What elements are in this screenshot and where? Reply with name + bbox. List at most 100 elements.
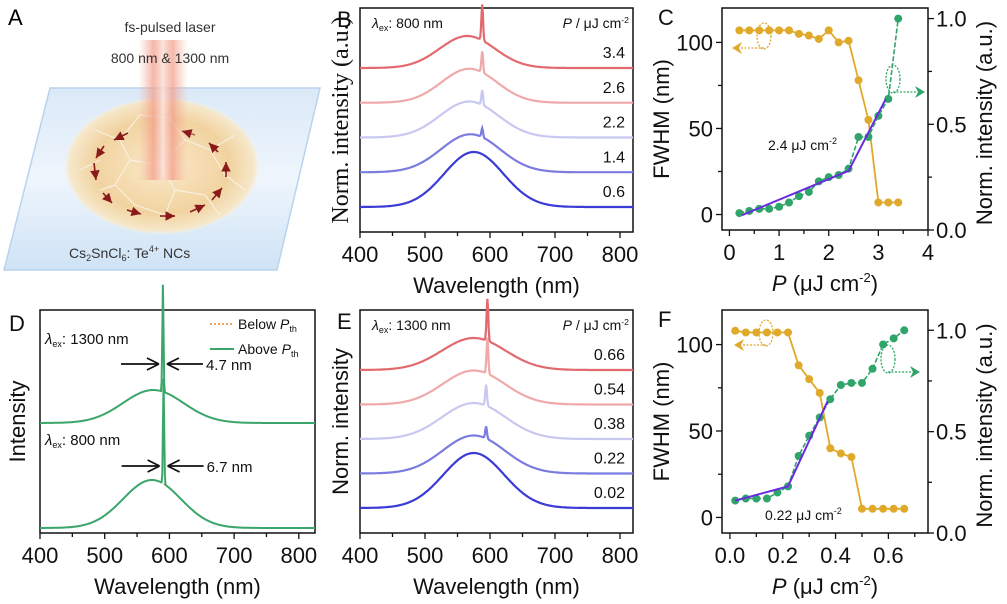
arrow-icon	[211, 187, 223, 201]
fwhm-axis-ellipse	[758, 319, 774, 347]
arrow-right-head-icon	[166, 357, 180, 371]
threshold-annotation: 2.4 μJ cm-2	[768, 136, 837, 153]
arrow-left-icon	[732, 42, 742, 54]
spectrum-2.2	[360, 89, 633, 139]
panel-a: A fs-pulsed laser	[3, 5, 321, 271]
rotation-arrows	[90, 129, 231, 221]
y-axis-label: Norm. intensity	[328, 348, 353, 495]
spectrum-1.4	[360, 124, 633, 174]
spectrum-0.54	[360, 337, 633, 406]
fwhm-point	[894, 198, 903, 207]
fwhm-point	[879, 504, 888, 513]
legend-title: P / μJ cm-2	[563, 317, 630, 333]
x-tick-label: 0.4	[820, 543, 851, 568]
legend-below: Below Pth	[238, 316, 297, 334]
fwhm-point	[805, 375, 814, 384]
series-label: 0.6	[603, 184, 625, 201]
intensity-point	[847, 378, 856, 387]
intensity-axis-ellipse	[885, 64, 901, 94]
intensity-point	[794, 192, 803, 201]
panel-label-a: A	[8, 5, 23, 30]
intensity-point	[900, 326, 909, 335]
fwhm-point	[752, 328, 761, 337]
y-right-tick-label: 1.0	[936, 318, 967, 343]
y-left-axis-label: FWHM (nm)	[649, 362, 674, 482]
x-axis-label: Wavelength (nm)	[413, 574, 580, 599]
intensity-point	[857, 378, 866, 387]
below-threshold-curve	[40, 479, 315, 529]
y-right-tick-label: 0.5	[936, 112, 967, 137]
spectrum-0.22	[360, 426, 633, 475]
linewidth-label: 6.7 nm	[207, 459, 253, 476]
fwhm-point	[794, 361, 803, 370]
above-threshold-curve	[40, 378, 315, 529]
series-label: 1.4	[603, 149, 625, 166]
intensity-point	[889, 334, 898, 343]
x-tick-label: 600	[472, 543, 509, 568]
fwhm-point	[834, 38, 843, 47]
y-left-tick-label: 100	[676, 30, 713, 55]
arrow-icon	[189, 204, 206, 214]
fwhm-point	[815, 388, 824, 397]
threshold-annotation: 0.22 μJ cm-2	[765, 506, 842, 523]
arrow-icon	[181, 129, 196, 139]
x-tick-label: 600	[151, 543, 188, 568]
fwhm-point	[857, 504, 866, 513]
x-tick-label: 4	[922, 240, 934, 265]
y-left-tick-label: 50	[689, 419, 713, 444]
y-left-tick-label: 50	[689, 116, 713, 141]
x-tick-label: 0	[723, 240, 735, 265]
excitation-label: λex: 1300 nm	[44, 331, 129, 349]
panel-b: B 400 500 600 700 800 Wavelength (nm) Norm. int…	[328, 4, 638, 298]
fwhm-point	[824, 26, 833, 35]
series-label: 2.6	[603, 80, 625, 97]
x-axis-label: P (μJ cm-2)	[772, 573, 878, 599]
arrow-icon	[113, 131, 129, 141]
intensity-point	[775, 202, 784, 211]
intensity-point	[854, 132, 863, 141]
x-tick-label: 500	[86, 543, 123, 568]
arrow-left-head-icon	[147, 459, 160, 473]
panel-label-c: C	[658, 5, 674, 30]
fwhm-point	[868, 504, 877, 513]
panel-label-e: E	[337, 309, 352, 334]
y-right-tick-label: 1.0	[936, 7, 967, 32]
y-axis-label: Intensity	[5, 381, 30, 463]
series-label: 0.54	[594, 382, 625, 399]
y-right-tick-label: 0.5	[936, 420, 967, 445]
intensity-point	[894, 14, 903, 23]
fwhm-point	[765, 26, 774, 35]
spectrum-0.66	[360, 298, 633, 372]
y-left-tick-label: 0	[701, 505, 713, 530]
spectrum-2.6	[360, 51, 633, 104]
intensity-point	[762, 494, 771, 503]
fwhm-point	[814, 34, 823, 43]
linewidth-label: 4.7 nm	[206, 357, 252, 374]
fwhm-point	[864, 115, 873, 124]
fwhm-point	[900, 504, 909, 513]
x-tick-label: 1	[773, 240, 785, 265]
x-tick-label: 400	[22, 543, 59, 568]
series-label: 2.2	[603, 115, 625, 132]
intensity-point	[884, 94, 893, 103]
fwhm-point	[854, 76, 863, 85]
fwhm-point	[773, 328, 782, 337]
y-right-tick-label: 0.0	[936, 521, 967, 546]
intensity-point	[826, 395, 835, 404]
x-axis-label: Wavelength (nm)	[413, 273, 580, 298]
series-label: 0.22	[594, 451, 625, 468]
x-tick-label: 0.2	[767, 543, 798, 568]
intensity-point	[879, 340, 888, 349]
intensity-point	[868, 364, 877, 373]
x-tick-label: 700	[537, 242, 574, 267]
x-tick-label: 700	[216, 543, 253, 568]
series-label: 3.4	[603, 45, 625, 62]
series-label: 0.38	[594, 416, 625, 433]
intensity-point	[785, 198, 794, 207]
x-tick-label: 700	[537, 543, 574, 568]
x-tick-label: 0.0	[715, 543, 746, 568]
plot-frame	[359, 309, 634, 534]
above-threshold-curve	[40, 284, 315, 424]
